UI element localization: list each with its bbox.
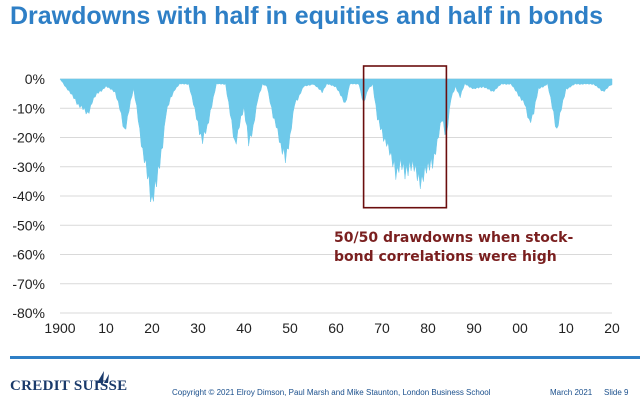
sails-icon xyxy=(97,371,109,383)
slide-number: Slide 9 xyxy=(604,388,629,397)
x-tick-label: 50 xyxy=(282,320,298,336)
y-tick-label: -10% xyxy=(12,100,45,116)
y-tick-label: -20% xyxy=(12,130,45,146)
footer-divider xyxy=(10,356,640,359)
y-tick-label: -60% xyxy=(12,247,45,263)
drawdown-chart: 0%-10%-20%-30%-40%-50%-60%-70%-80% 1900 1… xyxy=(12,65,620,336)
x-axis-ticks: 1900 10 20 30 40 50 60 70 80 90 00 10 20 xyxy=(44,320,620,336)
y-tick-label: 0% xyxy=(25,71,45,87)
x-tick-label: 60 xyxy=(328,320,344,336)
x-tick-label: 70 xyxy=(374,320,390,336)
x-tick-label: 00 xyxy=(512,320,528,336)
slide-title: Drawdowns with half in equities and half… xyxy=(10,2,604,30)
drawdown-series xyxy=(59,78,613,203)
highlight-box xyxy=(362,65,448,209)
x-tick-label: 20 xyxy=(604,320,620,336)
x-tick-label: 10 xyxy=(98,320,114,336)
x-tick-label: 40 xyxy=(236,320,252,336)
x-tick-label: 90 xyxy=(466,320,482,336)
drawdown-area xyxy=(59,78,613,203)
y-tick-label: -50% xyxy=(12,217,45,233)
x-tick-label: 1900 xyxy=(44,320,75,336)
y-tick-label: -70% xyxy=(12,276,45,292)
y-axis-ticks: 0% -10% -20% -30% -40% -50% -60% -70% -80% xyxy=(12,71,45,321)
annotation-line-2: bond correlations were high xyxy=(334,249,557,265)
x-tick-label: 10 xyxy=(558,320,574,336)
annotation-line-1: 50/50 drawdowns when stock- xyxy=(334,230,573,246)
y-tick-label: -30% xyxy=(12,159,45,175)
y-tick-label: -40% xyxy=(12,188,45,204)
x-tick-label: 30 xyxy=(190,320,206,336)
copyright-text: Copyright © 2021 Elroy Dimson, Paul Mars… xyxy=(172,388,491,397)
x-tick-label: 20 xyxy=(144,320,160,336)
footer-date: March 2021 xyxy=(550,388,593,397)
y-tick-label: -80% xyxy=(12,305,45,321)
x-tick-label: 80 xyxy=(420,320,436,336)
